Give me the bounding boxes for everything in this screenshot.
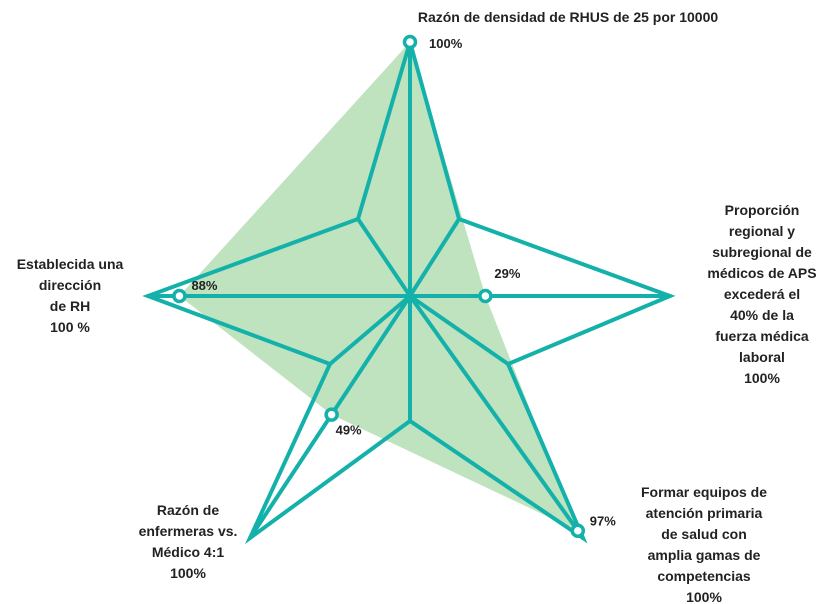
data-point-4	[324, 407, 339, 422]
spoke-notch-5	[356, 217, 412, 298]
axis-label-line: amplia gamas de	[648, 547, 761, 563]
axis-label-line: 100%	[686, 589, 722, 604]
axis-label-2: Proporción regional y subregional de médico…	[707, 202, 816, 386]
axis-label-line: laboral	[739, 349, 785, 365]
axis-label-line: médicos de APS	[707, 265, 816, 281]
data-point-5	[172, 288, 187, 304]
axis-label-line: Razón de densidad de RHUS de 25 por 1000…	[418, 9, 719, 25]
axis-label-line: competencias	[657, 568, 751, 584]
value-label-3: 97%	[590, 514, 616, 529]
axis-label-line: de salud con	[661, 526, 747, 542]
spoke-notch-1	[408, 217, 461, 298]
data-area	[179, 42, 578, 531]
value-label-5: 88%	[191, 278, 217, 293]
axis-label-line: atención primaria	[646, 505, 763, 521]
spoke-notch-2	[408, 294, 510, 366]
spoke-axis-3	[408, 294, 585, 540]
data-point-1	[402, 34, 418, 50]
axis-label-3: Formar equipos de atención primaria de sal…	[641, 484, 767, 604]
axis-label-line: 100%	[170, 565, 206, 581]
axis-label-line: enfermeras vs.	[139, 523, 238, 539]
value-label-2: 29%	[494, 266, 520, 281]
axis-label-line: Formar equipos de	[641, 484, 767, 500]
axis-label-line: 40% de la	[730, 307, 794, 323]
axis-label-4: Razón de enfermeras vs. Médico 4:1 100%	[139, 502, 238, 581]
data-point-2	[478, 288, 493, 304]
axis-label-line: subregional de	[712, 244, 812, 260]
axis-label-line: 100%	[744, 370, 780, 386]
axis-label-line: regional y	[729, 223, 795, 239]
data-point-3	[570, 523, 586, 538]
value-label-1: 100%	[429, 36, 463, 51]
axis-label-5: Establecida una dirección de RH 100 %	[17, 256, 124, 335]
axis-label-line: 100 %	[50, 319, 90, 335]
axis-label-line: Establecida una	[17, 256, 124, 272]
axis-label-line: Razón de	[157, 502, 219, 518]
axis-label-line: excederá el	[724, 286, 800, 302]
spoke-notch-4	[328, 294, 412, 366]
labels-group: Razón de densidad de RHUS de 25 por 1000…	[17, 9, 816, 604]
markers-group	[172, 34, 586, 538]
value-label-4: 49%	[336, 423, 362, 438]
axis-label-1: Razón de densidad de RHUS de 25 por 1000…	[418, 9, 719, 25]
axis-label-line: fuerza médica	[715, 328, 809, 344]
axis-label-line: Proporción	[725, 202, 800, 218]
axis-label-line: Médico 4:1	[152, 544, 225, 560]
axis-label-line: de RH	[50, 298, 90, 314]
axis-label-line: dirección	[39, 277, 101, 293]
